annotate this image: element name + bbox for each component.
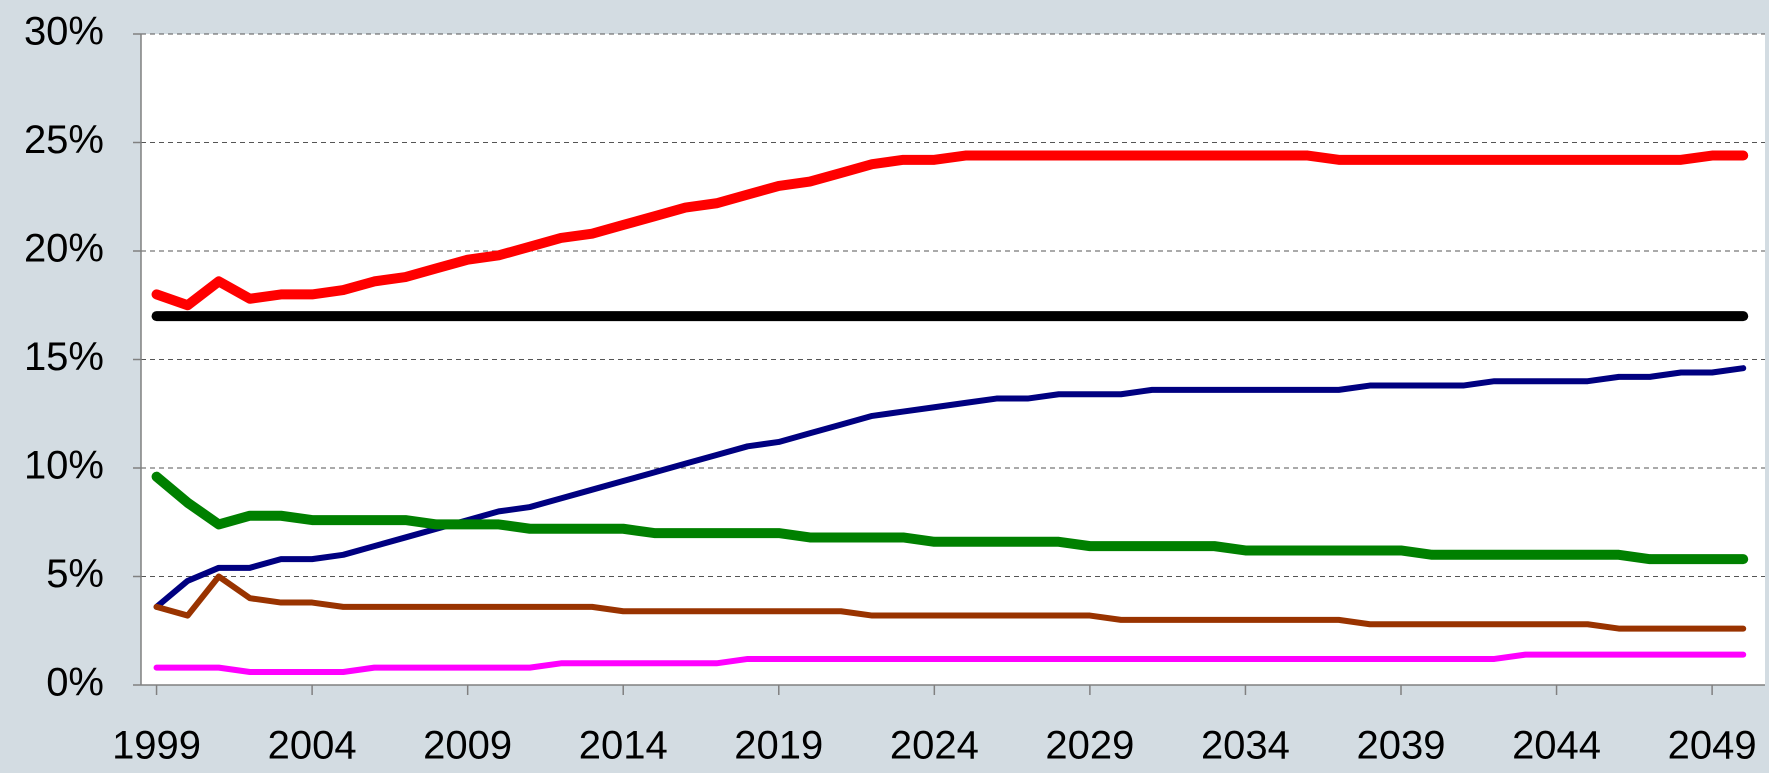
series-line [151,150,1749,311]
x-tick-label: 2014 [579,724,668,768]
x-tick-label: 2004 [268,724,357,768]
x-tick-label: 2039 [1357,724,1446,768]
y-tick-label: 0% [46,661,104,705]
series-line [151,471,1749,565]
y-tick-label: 20% [24,227,104,271]
y-tick-label: 10% [24,444,104,488]
series-line [153,651,1747,675]
x-tick-label: 2044 [1512,724,1601,768]
x-tick-label: 2029 [1045,724,1134,768]
y-tick-label: 30% [24,10,104,54]
series-line [153,365,1747,610]
y-tick-label: 5% [46,552,104,596]
y-tick-label: 25% [24,118,104,162]
x-tick-label: 2034 [1201,724,1290,768]
x-tick-label: 2024 [890,724,979,768]
x-tick-label: 2019 [734,724,823,768]
x-tick-label: 2009 [423,724,512,768]
x-tick-label: 1999 [112,724,201,768]
series-line [153,573,1747,632]
x-tick-label: 2049 [1668,724,1757,768]
y-tick-label: 15% [24,335,104,379]
